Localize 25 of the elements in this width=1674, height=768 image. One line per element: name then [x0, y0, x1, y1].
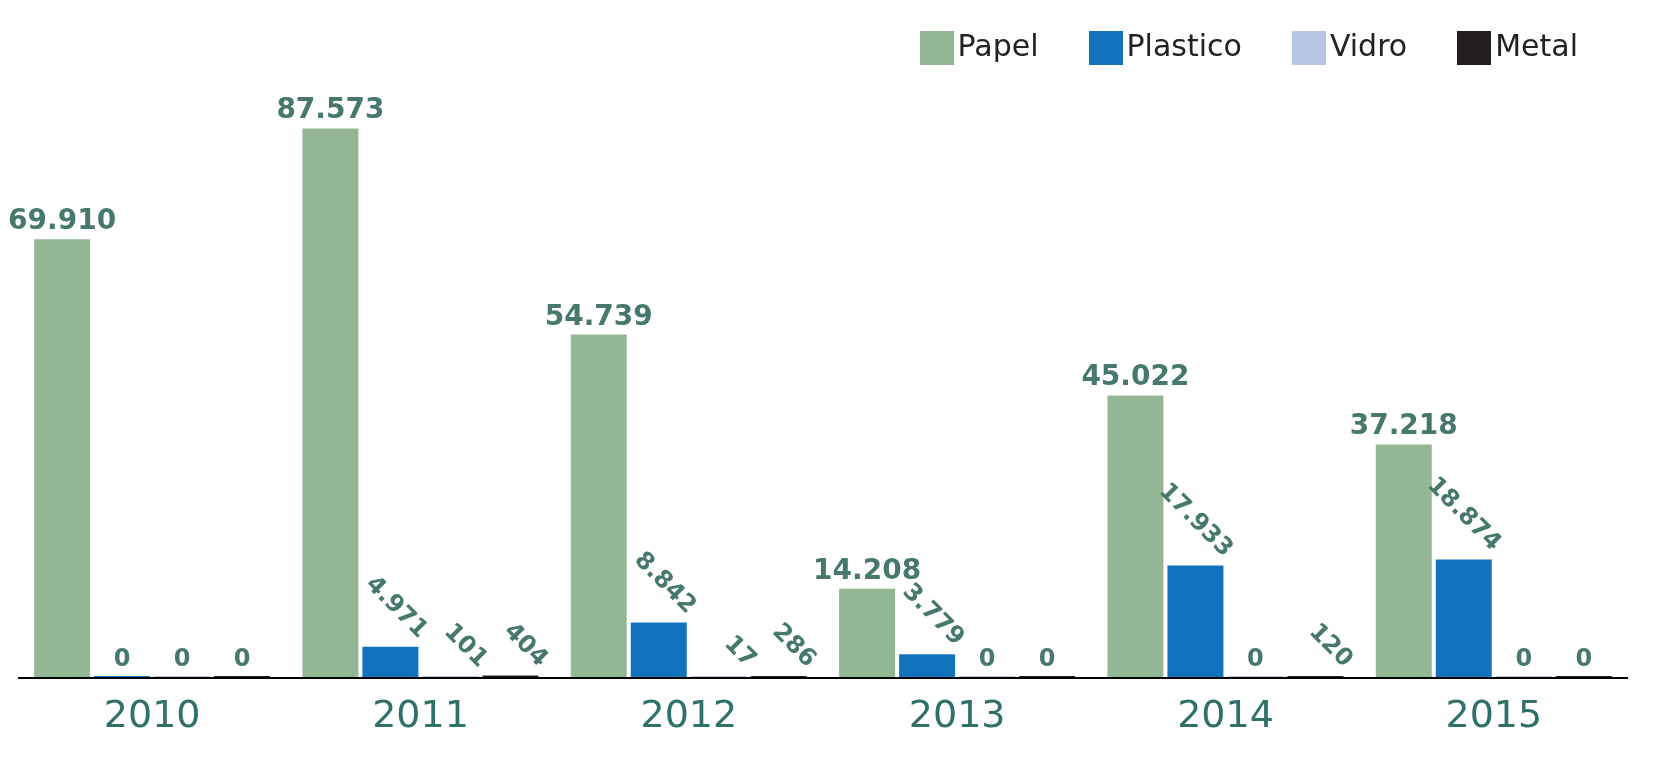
legend-label: Vidro: [1329, 28, 1408, 63]
data-label: 45.022: [1081, 359, 1190, 393]
legend-label: Papel: [957, 28, 1039, 63]
data-label: 0: [173, 644, 191, 672]
x-tick-label: 2010: [103, 691, 201, 736]
legend-label: Plastico: [1126, 28, 1242, 63]
x-tick-label: 2011: [372, 691, 469, 736]
data-label: 0: [978, 644, 996, 672]
x-tick-label: 2013: [908, 691, 1006, 736]
data-label: 0: [233, 644, 251, 672]
data-label: 87.573: [276, 92, 385, 126]
x-tick-label: 2012: [640, 691, 738, 736]
data-label: 37.218: [1349, 408, 1458, 442]
data-label: 54.739: [544, 298, 653, 332]
data-label: 0: [1038, 644, 1056, 672]
data-label: 0: [1247, 644, 1264, 672]
legend-label: Metal: [1495, 28, 1578, 63]
data-label: 0: [113, 644, 131, 672]
x-tick-label: 2015: [1445, 691, 1543, 736]
data-label: 17: [719, 628, 763, 673]
data-label: 0: [1515, 644, 1533, 672]
data-label: 0: [1575, 644, 1593, 672]
data-label: 69.910: [8, 203, 117, 237]
x-tick-label: 2014: [1177, 691, 1274, 736]
data-label: 404: [499, 616, 555, 672]
